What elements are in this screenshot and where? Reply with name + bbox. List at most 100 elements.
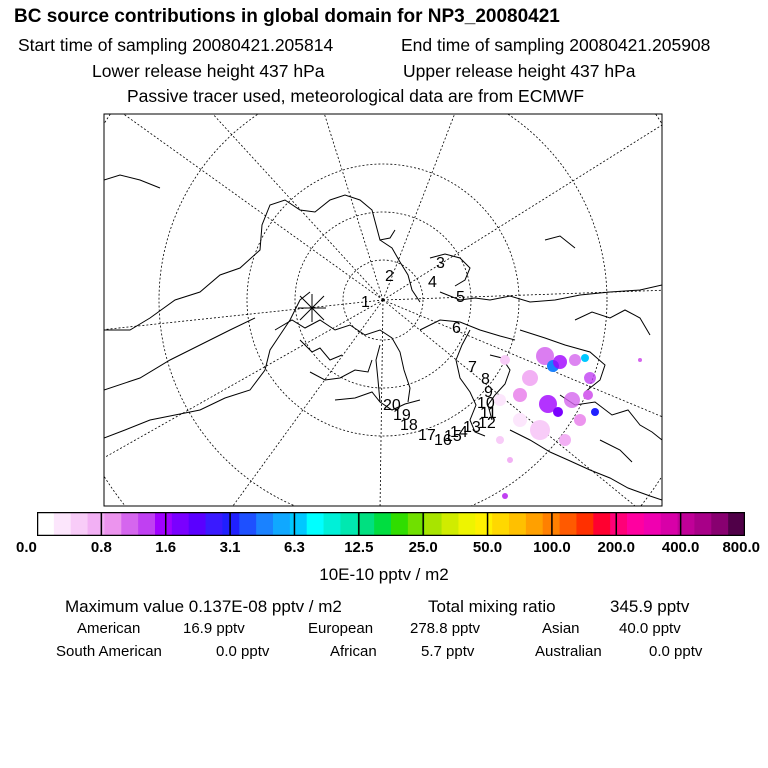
upper-release-height: Upper release height 437 hPa bbox=[403, 61, 636, 81]
trajectory-labels: 1 2 3 4 5 6 7 8 9 10 11 12 13 14 15 16 1… bbox=[361, 255, 497, 449]
colorbar-cell bbox=[155, 512, 173, 536]
colorbar-cell bbox=[138, 512, 156, 536]
colorbar-cell bbox=[424, 512, 443, 536]
colorbar-cell bbox=[509, 512, 527, 536]
colorbar-cell bbox=[576, 512, 594, 536]
trajectory-label: 16 bbox=[434, 432, 452, 449]
total-mixing-label: Total mixing ratio bbox=[428, 597, 556, 616]
colorbar-cell bbox=[711, 512, 729, 536]
colorbar-cell bbox=[53, 512, 72, 536]
maximum-value: Maximum value 0.137E-08 pptv / m2 bbox=[65, 597, 342, 616]
coastlines bbox=[104, 174, 662, 501]
colorbar-cell bbox=[391, 512, 409, 536]
concentration-field bbox=[494, 347, 642, 499]
asian-value: 40.0 pptv bbox=[619, 620, 681, 637]
colorbar bbox=[37, 512, 745, 536]
release-site-marker bbox=[298, 294, 326, 322]
trajectory-label: 7 bbox=[468, 359, 477, 376]
colorbar-tick-label: 3.1 bbox=[219, 539, 241, 556]
colorbar-tick-label: 800.0 bbox=[722, 539, 760, 556]
trajectory-label: 12 bbox=[478, 415, 496, 432]
start-sampling-time: Start time of sampling 20080421.205814 bbox=[18, 35, 334, 55]
colorbar-cell bbox=[340, 512, 358, 536]
european-label: European bbox=[308, 620, 374, 637]
colorbar-cell bbox=[357, 512, 375, 536]
tracer-note: Passive tracer used, meteorological data… bbox=[127, 86, 585, 106]
colorbar-cell bbox=[70, 512, 89, 536]
trajectory-label: 4 bbox=[428, 274, 437, 291]
colorbar-cell bbox=[188, 512, 207, 536]
colorbar-tick-label: 50.0 bbox=[472, 539, 503, 556]
colorbar-cell bbox=[660, 512, 679, 536]
trajectory-label: 5 bbox=[456, 289, 465, 306]
polar-stereographic-map: 1 2 3 4 5 6 7 8 9 10 11 12 13 14 15 16 1… bbox=[103, 113, 663, 507]
colorbar-cell bbox=[694, 512, 712, 536]
african-value: 5.7 pptv bbox=[421, 643, 475, 660]
colorbar-tick-label: 0.8 bbox=[90, 539, 112, 556]
colorbar-cell bbox=[643, 512, 662, 536]
trajectory-label: 8 bbox=[481, 371, 490, 388]
colorbar-cell bbox=[677, 512, 696, 536]
colorbar-tick-label: 25.0 bbox=[408, 539, 438, 556]
colorbar-tick-label: 400.0 bbox=[661, 539, 700, 556]
colorbar-cell bbox=[492, 512, 510, 536]
african-label: African bbox=[330, 643, 377, 660]
colorbar-cell bbox=[121, 512, 139, 536]
colorbar-cell bbox=[475, 512, 493, 536]
colorbar-cell bbox=[37, 512, 55, 536]
trajectory-label: 15 bbox=[444, 428, 462, 445]
colorbar-tick-label: 6.3 bbox=[284, 539, 305, 556]
total-mixing-value: 345.9 pptv bbox=[610, 597, 690, 616]
trajectory-label: 1 bbox=[361, 294, 370, 311]
trajectory-label: 3 bbox=[436, 255, 445, 272]
trajectory-label: 14 bbox=[450, 424, 468, 441]
colorbar-cell bbox=[104, 512, 122, 536]
south-american-label: South American bbox=[56, 643, 162, 660]
european-value: 278.8 pptv bbox=[410, 620, 481, 637]
trajectory-label: 18 bbox=[400, 417, 418, 434]
colorbar-tick-label: 12.5 bbox=[344, 539, 374, 556]
trajectory-label: 19 bbox=[393, 407, 411, 424]
trajectory-label: 11 bbox=[480, 405, 497, 422]
colorbar-cell bbox=[525, 512, 544, 536]
colorbar-cell bbox=[323, 512, 342, 536]
plot-title: BC source contributions in global domain… bbox=[14, 6, 560, 27]
end-sampling-time: End time of sampling 20080421.205908 bbox=[401, 35, 711, 55]
american-value: 16.9 pptv bbox=[183, 620, 245, 637]
trajectory-label: 17 bbox=[418, 427, 436, 444]
american-label: American bbox=[77, 620, 141, 637]
colorbar-cell bbox=[627, 512, 645, 536]
colorbar-cell bbox=[610, 512, 628, 536]
trajectory-label: 9 bbox=[484, 384, 493, 401]
colorbar-cell bbox=[559, 512, 578, 536]
colorbar-tick-label: 0.0 bbox=[16, 539, 37, 556]
trajectory-label: 13 bbox=[463, 419, 481, 436]
colorbar-tick-label: 1.6 bbox=[155, 539, 177, 556]
latitude-circles bbox=[104, 114, 662, 506]
south-american-value: 0.0 pptv bbox=[216, 643, 270, 660]
colorbar-cell bbox=[222, 512, 240, 536]
colorbar-tick-label: 200.0 bbox=[597, 539, 636, 556]
lower-release-height: Lower release height 437 hPa bbox=[92, 61, 325, 81]
colorbar-cell bbox=[205, 512, 224, 536]
colorbar-cell bbox=[728, 512, 745, 536]
colorbar-cell bbox=[239, 512, 257, 536]
colorbar-cell bbox=[273, 512, 291, 536]
colorbar-unit: 10E-10 pptv / m2 bbox=[319, 565, 449, 584]
colorbar-cell bbox=[87, 512, 106, 536]
colorbar-cell bbox=[593, 512, 611, 536]
colorbar-cell bbox=[407, 512, 426, 536]
colorbar-tick-label: 100.0 bbox=[533, 539, 571, 556]
asian-label: Asian bbox=[542, 620, 580, 637]
colorbar-cell bbox=[289, 512, 308, 536]
trajectory-label: 2 bbox=[385, 268, 394, 285]
colorbar-cell bbox=[374, 512, 392, 536]
australian-label: Australian bbox=[535, 643, 602, 660]
trajectory-label: 6 bbox=[452, 320, 461, 337]
trajectory-label: 20 bbox=[383, 397, 401, 414]
meridian-lines bbox=[104, 114, 662, 506]
colorbar-cell bbox=[441, 512, 460, 536]
colorbar-cell bbox=[171, 512, 190, 536]
australian-value: 0.0 pptv bbox=[649, 643, 703, 660]
colorbar-cell bbox=[306, 512, 325, 536]
